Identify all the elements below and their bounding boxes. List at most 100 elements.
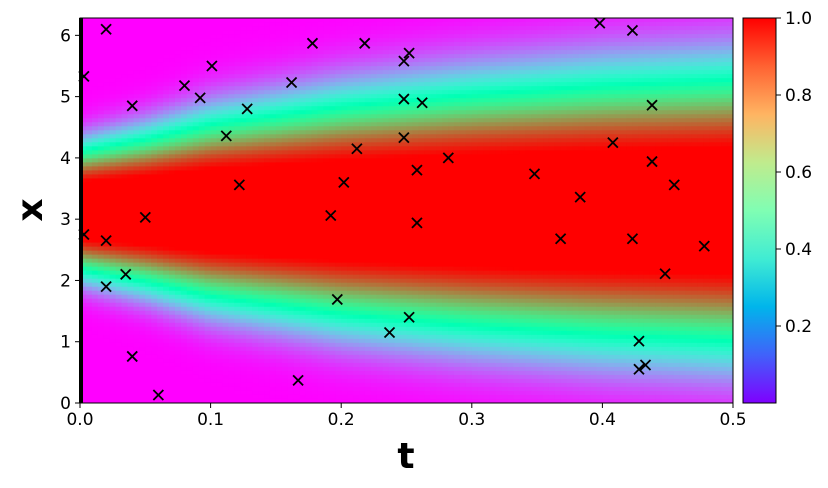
heatmap-cell: [115, 258, 123, 264]
heatmap-cell: [376, 42, 384, 47]
heatmap-cell: [192, 394, 200, 400]
heatmap-cell: [151, 122, 158, 127]
heatmap-cell: [234, 182, 241, 188]
heatmap-cell: [311, 70, 319, 75]
heatmap-cell: [382, 186, 390, 192]
heatmap-cell: [216, 18, 224, 23]
heatmap-cell: [347, 218, 354, 224]
heatmap-cell: [192, 382, 200, 388]
heatmap-cell: [234, 118, 241, 123]
heatmap-cell: [329, 178, 336, 184]
heatmap-cell: [80, 34, 87, 39]
heatmap-cell: [311, 218, 319, 224]
heatmap-cell: [240, 246, 247, 252]
heatmap-cell: [293, 298, 301, 304]
heatmap-cell: [323, 158, 330, 163]
heatmap-cell: [204, 354, 212, 360]
heatmap-cell: [335, 214, 342, 220]
heatmap-cell: [347, 350, 354, 356]
heatmap-cell: [121, 202, 129, 208]
heatmap-cell: [264, 70, 271, 75]
heatmap-cell: [109, 78, 117, 83]
heatmap-cell: [275, 58, 283, 63]
heatmap-cell: [222, 54, 230, 59]
heatmap-cell: [323, 206, 330, 212]
heatmap-cell: [222, 258, 230, 264]
heatmap-cell: [258, 42, 265, 47]
heatmap-cell: [382, 302, 390, 308]
heatmap-cell: [97, 122, 105, 127]
heatmap-cell: [210, 206, 218, 212]
heatmap-cell: [97, 218, 105, 224]
heatmap-cell: [347, 166, 354, 171]
heatmap-cell: [234, 398, 241, 403]
heatmap-cell: [382, 94, 390, 99]
heatmap-cell: [103, 342, 111, 348]
heatmap-cell: [216, 306, 224, 312]
heatmap-cell: [305, 18, 313, 23]
heatmap-cell: [121, 18, 129, 23]
heatmap-cell: [109, 186, 117, 192]
heatmap-cell: [228, 106, 235, 111]
heatmap-cell: [359, 254, 366, 260]
heatmap-cell: [192, 334, 200, 340]
heatmap-cell: [305, 390, 313, 396]
heatmap-cell: [281, 350, 289, 356]
heatmap-cell: [151, 46, 158, 51]
heatmap-cell: [264, 338, 271, 344]
heatmap-cell: [353, 126, 360, 131]
heatmap-cell: [97, 82, 105, 87]
heatmap-cell: [258, 294, 265, 300]
heatmap-cell: [139, 366, 146, 372]
heatmap-cell: [323, 382, 330, 388]
heatmap-cell: [97, 86, 105, 91]
heatmap-cell: [133, 118, 140, 123]
heatmap-cell: [91, 98, 99, 103]
heatmap-cell: [353, 86, 360, 91]
heatmap-cell: [174, 370, 182, 376]
heatmap-cell: [85, 338, 93, 344]
heatmap-cell: [347, 378, 354, 384]
heatmap-cell: [305, 26, 313, 31]
heatmap-cell: [85, 26, 93, 31]
heatmap-cell: [216, 122, 224, 127]
heatmap-cell: [228, 22, 235, 27]
heatmap-cell: [382, 30, 390, 35]
heatmap-cell: [341, 394, 348, 400]
heatmap-cell: [299, 262, 307, 268]
heatmap-cell: [376, 166, 384, 171]
heatmap-cell: [127, 190, 135, 196]
heatmap-cell: [317, 50, 324, 55]
heatmap-cell: [323, 274, 330, 280]
heatmap-cell: [376, 94, 384, 99]
heatmap-cell: [133, 250, 140, 256]
heatmap-cell: [139, 306, 146, 312]
heatmap-cell: [281, 134, 289, 139]
heatmap-cell: [341, 86, 348, 91]
heatmap-cell: [139, 186, 146, 192]
heatmap-cell: [210, 394, 218, 400]
heatmap-cell: [139, 334, 146, 340]
heatmap-cell: [281, 238, 289, 244]
heatmap-cell: [85, 102, 93, 107]
heatmap-cell: [364, 354, 372, 360]
heatmap-cell: [127, 374, 135, 380]
heatmap-cell: [133, 342, 140, 348]
heatmap-cell: [97, 174, 105, 180]
heatmap-cell: [329, 194, 336, 200]
heatmap-cell: [228, 66, 235, 71]
heatmap-cell: [364, 374, 372, 380]
heatmap-cell: [85, 366, 93, 372]
heatmap-cell: [169, 82, 176, 87]
heatmap-cell: [192, 318, 200, 324]
heatmap-cell: [252, 154, 259, 159]
heatmap-cell: [115, 130, 123, 135]
heatmap-cell: [121, 58, 129, 63]
heatmap-cell: [85, 226, 93, 232]
heatmap-cell: [329, 354, 336, 360]
heatmap-cell: [335, 202, 342, 208]
heatmap-cell: [145, 298, 152, 304]
heatmap-cell: [216, 146, 224, 151]
heatmap-cell: [139, 294, 146, 300]
heatmap-cell: [317, 90, 324, 95]
